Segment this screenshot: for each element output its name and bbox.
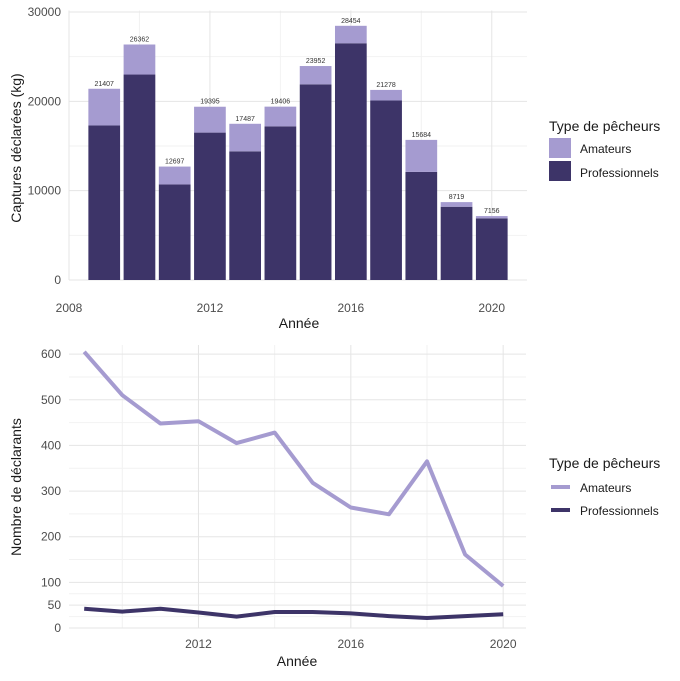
bar-legend-swatch-professionnels (549, 161, 571, 181)
line-y-tick-label: 300 (41, 484, 61, 498)
bar-amateurs (158, 166, 191, 185)
bar-chart-x-axis-title: Année (279, 315, 320, 331)
bar-amateurs (194, 106, 226, 133)
bar-amateurs (334, 25, 367, 44)
bar-professionnels (475, 218, 508, 280)
bar-total-label: 17487 (235, 116, 255, 123)
bar-legend-title: Type de pêcheurs (549, 118, 660, 134)
bar-professionnels (440, 206, 473, 280)
bar-professionnels (88, 125, 121, 280)
line-legend-title: Type de pêcheurs (549, 455, 660, 471)
bar-professionnels (370, 100, 402, 280)
bar-x-tick-label: 2008 (56, 301, 83, 315)
bar-amateurs (405, 139, 438, 172)
bar-total-label: 12697 (165, 159, 185, 166)
bar-legend-label-professionnels: Professionnels (580, 166, 659, 180)
bar-amateurs (264, 106, 297, 127)
bar-total-label: 23952 (306, 58, 326, 65)
line-series-amateurs (82, 350, 505, 588)
bar-y-tick-label: 0 (54, 273, 61, 287)
line-chart-y-ticks: 0 50 100 200 300 400 500 600 (41, 347, 61, 635)
bar-chart-legend: Type de pêcheurs Amateurs Professionnels (549, 118, 660, 181)
bar-legend-swatch-amateurs (549, 138, 571, 158)
bar-amateurs (475, 216, 508, 219)
line-y-tick-label: 0 (54, 621, 61, 635)
bar-professionnels (264, 126, 297, 280)
bar-chart-x-ticks: 2008 2012 2016 2020 (56, 301, 506, 315)
line-y-tick-label: 500 (41, 393, 61, 407)
bar-chart-marks (88, 25, 508, 281)
line-series-professionnels (84, 606, 504, 620)
bar-amateurs (299, 66, 332, 85)
line-chart-y-axis-title: Nombre de déclarants (8, 418, 24, 556)
line-chart-x-ticks: 2012 2016 2020 (185, 637, 517, 651)
line-y-tick-label: 50 (48, 598, 62, 612)
line-y-tick-label: 100 (41, 575, 61, 589)
line-x-tick-label: 2020 (490, 637, 517, 651)
line-x-tick-label: 2016 (337, 637, 364, 651)
bar-professionnels (158, 184, 191, 280)
bar-chart-y-axis-title: Captures déclarées (kg) (8, 73, 24, 222)
bar-chart: 21407 26362 12697 19395 17487 19406 23952 28454… (8, 5, 660, 331)
bar-amateurs (229, 123, 262, 152)
bar-y-tick-label: 10000 (28, 184, 62, 198)
bar-professionnels (334, 43, 367, 281)
bar-amateurs (123, 44, 156, 75)
bar-chart-total-labels: 21407 26362 12697 19395 17487 19406 23952 28454… (94, 18, 499, 215)
bar-amateurs (88, 88, 121, 126)
line-x-tick-label: 2012 (185, 637, 212, 651)
bar-chart-y-ticks: 0 10000 20000 30000 (28, 5, 62, 287)
line-legend-label-professionnels: Professionnels (580, 504, 659, 518)
bar-professionnels (229, 151, 262, 280)
bar-total-label: 8719 (449, 194, 465, 201)
bar-professionnels (123, 74, 156, 281)
line-legend-label-amateurs: Amateurs (580, 481, 631, 495)
bar-professionnels (299, 84, 332, 280)
line-chart-x-axis-title: Année (277, 653, 318, 669)
line-chart: 0 50 100 200 300 400 500 600 2012 2016 2020 Année… (8, 345, 660, 669)
bar-total-label: 21407 (94, 81, 114, 88)
line-y-tick-label: 200 (41, 530, 61, 544)
line-chart-grid (69, 345, 526, 629)
bar-total-label: 15684 (412, 132, 432, 139)
bar-professionnels (194, 132, 226, 280)
bar-x-tick-label: 2012 (197, 301, 224, 315)
bar-total-label: 21278 (376, 82, 396, 89)
line-chart-marks (82, 350, 505, 620)
bar-x-tick-label: 2016 (337, 301, 364, 315)
bar-y-tick-label: 20000 (28, 94, 62, 108)
bar-amateurs (370, 89, 402, 101)
bar-total-label: 26362 (130, 36, 150, 43)
line-y-tick-label: 600 (41, 347, 61, 361)
bar-professionnels (405, 171, 438, 280)
bar-amateurs (440, 202, 473, 207)
line-y-tick-label: 400 (41, 438, 61, 452)
bar-total-label: 19406 (271, 99, 291, 106)
bar-total-label: 28454 (341, 18, 361, 25)
bar-x-tick-label: 2020 (478, 301, 505, 315)
bar-total-label: 7156 (484, 208, 500, 215)
bar-total-label: 19395 (200, 99, 220, 106)
bar-legend-label-amateurs: Amateurs (580, 142, 631, 156)
bar-y-tick-label: 30000 (28, 5, 62, 19)
line-chart-legend: Type de pêcheurs Amateurs Professionnels (549, 455, 660, 518)
